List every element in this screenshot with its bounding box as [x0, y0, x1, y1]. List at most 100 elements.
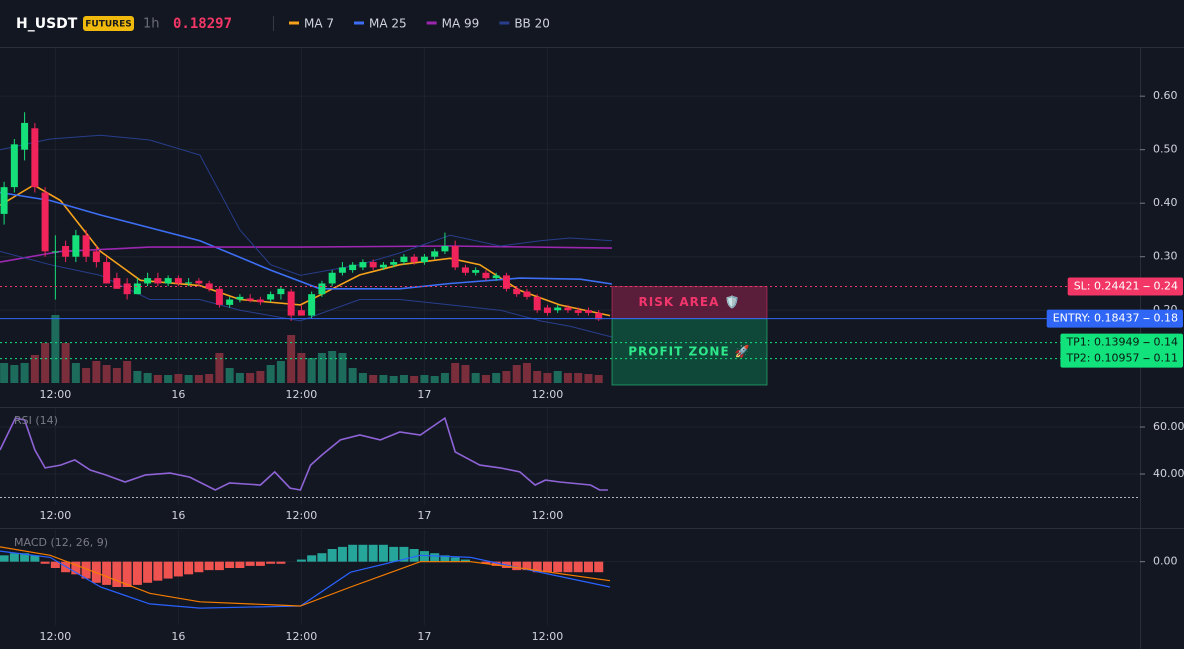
volume-bar — [512, 365, 521, 383]
histogram-bar — [296, 559, 306, 562]
histogram-bar — [512, 561, 522, 571]
candle-body — [390, 262, 398, 265]
histogram-bar — [153, 561, 163, 581]
candle-body — [236, 296, 244, 300]
candle-body — [21, 122, 29, 150]
volume-bar — [225, 368, 234, 383]
x-tick-label: 12:00 — [40, 388, 72, 401]
candle-body — [482, 272, 490, 279]
histogram-bar — [583, 561, 593, 573]
candle-body — [461, 267, 469, 273]
zone — [611, 286, 768, 320]
volume-bar — [235, 373, 244, 383]
volume-bar — [174, 374, 183, 383]
histogram-bar — [409, 549, 419, 562]
level-tag — [1046, 309, 1183, 328]
level-tag — [1060, 349, 1183, 368]
histogram-bar — [491, 561, 501, 566]
x-tick-label: 12:00 — [40, 630, 72, 643]
histogram-bar — [255, 561, 265, 566]
level-tag — [1067, 277, 1183, 296]
y-tick-label: 60.00 — [1153, 420, 1184, 433]
y-tick-label: 0.60 — [1153, 89, 1178, 102]
x-tick-label: 12:00 — [532, 388, 564, 401]
histogram-bar — [20, 553, 30, 562]
candle-body — [226, 299, 234, 305]
candle-body — [287, 291, 295, 316]
candle-body — [420, 256, 428, 263]
volume-bar — [123, 361, 132, 383]
histogram-bar — [276, 561, 286, 564]
candle-body — [267, 294, 275, 300]
volume-bar — [338, 353, 347, 383]
histogram-bar — [0, 555, 9, 562]
volume-bar — [522, 363, 531, 383]
volume-bar — [143, 373, 152, 383]
volume-bar — [112, 368, 121, 383]
volume-bar — [348, 368, 357, 383]
x-tick-label: 12:00 — [286, 630, 318, 643]
x-tick-label: 12:00 — [286, 509, 318, 522]
candle-body — [359, 262, 367, 268]
candle-body — [308, 294, 316, 316]
volume-bar — [502, 371, 511, 383]
volume-bar — [471, 373, 480, 383]
legend-label: MA 99 — [442, 17, 480, 31]
histogram-bar — [81, 561, 91, 579]
market-badge — [83, 16, 134, 31]
histogram-bar — [266, 561, 276, 564]
volume-bar — [61, 343, 70, 383]
x-tick-label: 16 — [171, 388, 185, 401]
candle-body — [574, 310, 582, 313]
histogram-bar — [184, 561, 194, 575]
candle-body — [523, 291, 531, 297]
candle-body — [92, 251, 100, 263]
volume-bar — [215, 353, 224, 383]
y-tick-label: 0.00 — [1153, 555, 1178, 568]
rsi-line — [0, 416, 608, 491]
histogram-bar — [132, 561, 142, 585]
histogram-bar — [440, 555, 450, 562]
candle-body — [215, 288, 223, 305]
volume-bar — [563, 373, 572, 383]
volume-bar — [71, 363, 80, 383]
histogram-bar — [399, 546, 409, 562]
volume-bar — [0, 363, 9, 383]
histogram-bar — [522, 561, 532, 571]
candle-body — [318, 283, 326, 295]
y-tick-label: 0.50 — [1153, 143, 1178, 156]
histogram-bar — [30, 555, 40, 562]
moving-average — [0, 245, 613, 263]
volume-bar — [102, 365, 111, 383]
histogram-bar — [481, 561, 491, 564]
histogram-bar — [71, 561, 81, 575]
pane — [0, 530, 1140, 625]
x-tick-label: 12:00 — [40, 509, 72, 522]
volume-bar — [584, 374, 593, 383]
x-tick-label: 17 — [417, 388, 431, 401]
histogram-bar — [194, 561, 204, 573]
volume-bar — [451, 363, 460, 383]
pane-title: MACD (12, 26, 9) — [14, 536, 108, 549]
histogram-bar — [563, 561, 573, 573]
x-tick-label: 12:00 — [286, 388, 318, 401]
histogram-bar — [337, 546, 347, 562]
volume-bar — [492, 373, 501, 383]
volume-bar — [10, 365, 19, 383]
candle-body — [369, 262, 377, 268]
candle-body — [133, 283, 141, 295]
x-tick-label: 16 — [171, 509, 185, 522]
histogram-bar — [214, 561, 224, 571]
volume-bar — [41, 343, 50, 383]
candle-body — [82, 235, 90, 257]
candle-body — [41, 192, 49, 252]
histogram-bar — [542, 561, 552, 573]
histogram-bar — [225, 561, 235, 568]
volume-bar — [82, 368, 91, 383]
histogram-bar — [102, 561, 112, 585]
candle-body — [349, 264, 357, 271]
candle-body — [246, 298, 254, 301]
candle-body — [205, 283, 213, 289]
volume-bar — [440, 373, 449, 383]
volume-bar — [358, 373, 367, 383]
